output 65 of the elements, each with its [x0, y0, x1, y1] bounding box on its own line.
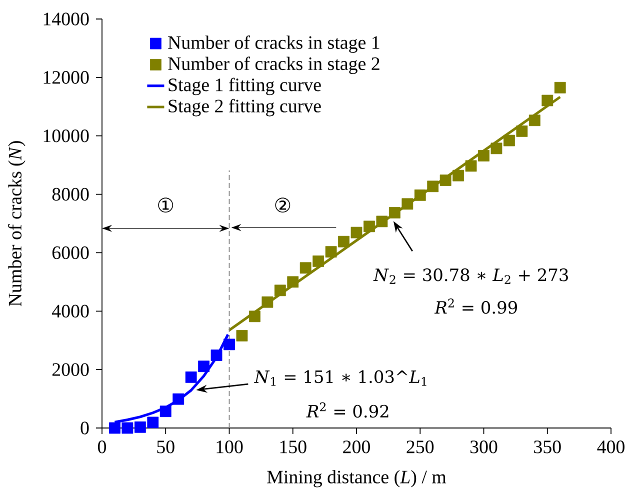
point — [490, 142, 502, 154]
point — [528, 114, 540, 126]
point — [109, 422, 120, 434]
point — [364, 220, 375, 232]
point — [325, 246, 337, 258]
y-tick-label: 8000 — [52, 188, 89, 201]
y-axis-title: Number of cracks (N) — [8, 141, 26, 306]
point — [147, 416, 159, 428]
x-tick-label: 400 — [597, 440, 624, 454]
point — [452, 170, 464, 182]
y-tick-label: 10000 — [44, 129, 89, 142]
y-tick-label: 0 — [80, 422, 89, 434]
point — [504, 134, 515, 146]
point — [542, 94, 554, 106]
point — [338, 236, 350, 248]
point — [185, 371, 197, 383]
x-tick-label: 200 — [343, 440, 370, 454]
x-tick-label: 0 — [98, 440, 106, 454]
x-tick-label: 50 — [157, 440, 174, 454]
x-tick-label: 150 — [280, 440, 306, 454]
y-tick-label: 14000 — [44, 12, 89, 26]
legend-label: Number of cracks in stage 1 — [168, 35, 380, 53]
x-tick-label: 300 — [470, 440, 498, 454]
y-tick-label: 6000 — [52, 246, 89, 260]
point — [198, 360, 210, 372]
annotation: R$^{2}$ = 0.92 — [306, 402, 388, 418]
legend-label: Stage 1 fitting curve — [168, 78, 321, 96]
point — [274, 284, 286, 296]
legend-label: Stage 2 fitting curve — [168, 98, 321, 116]
y-tick-label: 2000 — [52, 363, 89, 376]
point — [224, 338, 235, 350]
x-tick-label: 350 — [534, 440, 561, 454]
point — [465, 160, 477, 172]
x-tick-label: 100 — [216, 440, 243, 454]
point — [402, 198, 414, 210]
point — [388, 206, 400, 218]
point — [554, 82, 566, 94]
point — [262, 296, 274, 308]
point — [312, 255, 324, 267]
point — [376, 216, 388, 228]
point — [440, 174, 452, 186]
point — [160, 406, 172, 418]
y-tick-label: 12000 — [44, 71, 89, 84]
point — [236, 330, 248, 342]
annotation: ② — [275, 198, 290, 213]
annotation: ① — [158, 198, 174, 213]
point — [172, 393, 184, 405]
annotation: N$_{1}$ = 151 ∗ 1.03^L$_{1}$ — [254, 370, 426, 386]
point — [516, 125, 528, 137]
point — [287, 276, 299, 288]
annotation: R$^{2}$ = 0.99 — [434, 298, 517, 314]
annotation: N$_{2}$ = 30.78 ∗ L$_{2}$ + 273 — [373, 268, 568, 284]
point — [427, 180, 439, 192]
legend-label: Number of cracks in stage 2 — [168, 56, 380, 74]
point — [210, 350, 222, 361]
point — [350, 226, 362, 238]
point — [122, 422, 134, 434]
y-tick-label: 4000 — [52, 304, 89, 318]
point — [134, 421, 146, 433]
point — [300, 262, 312, 274]
point — [249, 310, 260, 322]
point — [478, 150, 490, 162]
x-tick-label: 250 — [406, 440, 434, 454]
x-axis-title: Mining distance (L) / m — [267, 470, 446, 488]
point — [414, 189, 426, 201]
